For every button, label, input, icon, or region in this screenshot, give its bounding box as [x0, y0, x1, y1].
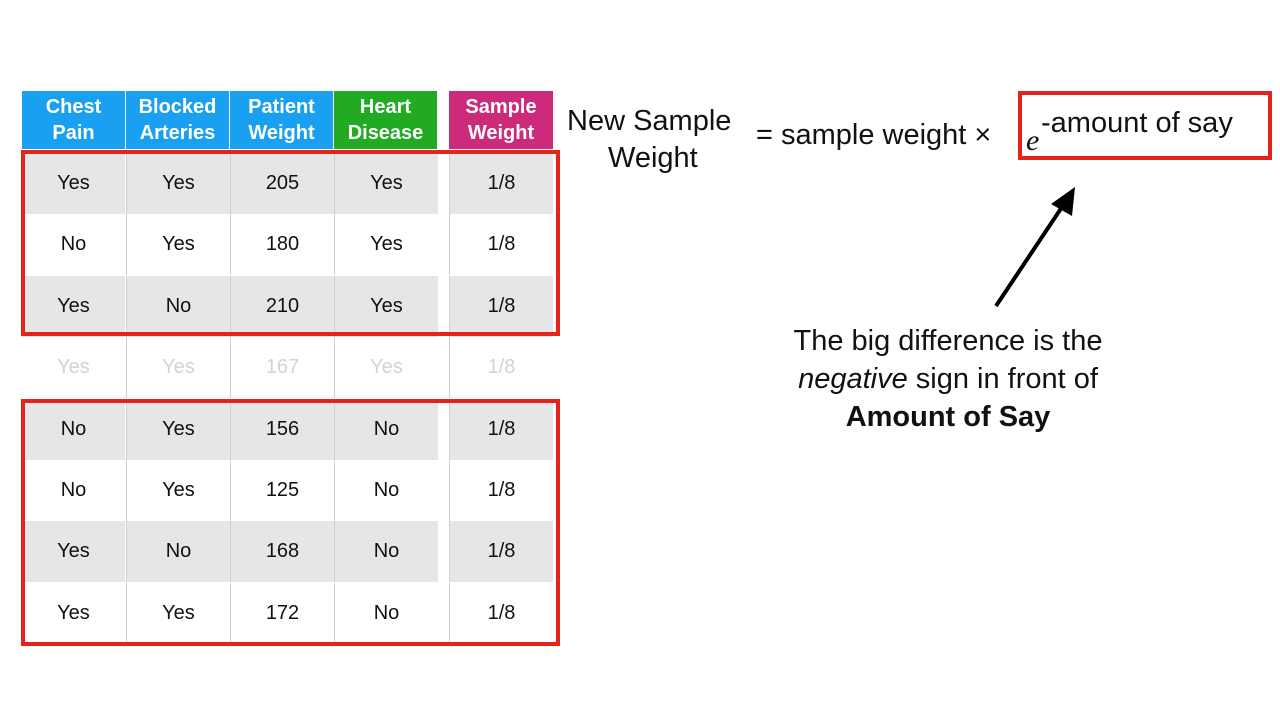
table-cell: No [334, 582, 438, 644]
note-emphasis: negative [798, 363, 908, 395]
table-cell: 1/8 [449, 398, 553, 460]
table-cell: 1/8 [449, 275, 553, 337]
header-heart-disease: Heart Disease [334, 91, 437, 149]
header-blocked-arteries: Blocked Arteries [126, 91, 229, 149]
table-cell: No [126, 521, 230, 583]
note-bold: Amount of Say [845, 401, 1051, 433]
table-cell: 1/8 [449, 337, 553, 399]
table-cell: Yes [126, 214, 230, 276]
table-cell: Yes [22, 337, 125, 399]
table-cell: 1/8 [449, 460, 553, 521]
table-cell: No [126, 275, 230, 337]
table-row: No Yes 156 No 1/8 [22, 398, 553, 460]
table-row-faded: Yes Yes 167 Yes 1/8 [22, 337, 553, 399]
table-cell: 168 [230, 521, 334, 583]
table-row: Yes No 168 No 1/8 [22, 521, 553, 583]
highlight-box-heart-disease-no [21, 399, 560, 646]
table-cell: 180 [230, 214, 334, 276]
table-cell: Yes [334, 337, 438, 399]
table-cell: Yes [334, 153, 438, 214]
table-cell: No [334, 521, 438, 583]
table-cell: Yes [22, 153, 125, 214]
table-cell: 1/8 [449, 582, 553, 644]
table-cell: 167 [230, 337, 334, 399]
table-cell: 172 [230, 582, 334, 644]
header-patient-weight: Patient Weight [230, 91, 333, 149]
header-chest-pain: Chest Pain [22, 91, 125, 149]
table-cell: Yes [126, 582, 230, 644]
explanation-note: The big difference is the negative sign … [760, 322, 1136, 436]
note-line2-rest: sign in front of [915, 363, 1098, 395]
header-sample-weight: Sample Weight [449, 91, 553, 149]
table-cell: 1/8 [449, 153, 553, 214]
formula-rhs: = sample weight × [756, 119, 992, 151]
table-cell: Yes [22, 275, 125, 337]
highlight-box-heart-disease-yes [21, 150, 560, 336]
formula-base-e: e [1026, 124, 1040, 157]
table-cell: 1/8 [449, 521, 553, 583]
table-cell: Yes [334, 214, 438, 276]
note-line2: negative sign in front of [760, 360, 1136, 398]
table-row: Yes No 210 Yes 1/8 [22, 275, 553, 337]
table-row: Yes Yes 172 No 1/8 [22, 582, 553, 644]
table-row: No Yes 180 Yes 1/8 [22, 214, 553, 276]
table-row: Yes Yes 205 Yes 1/8 [22, 153, 553, 214]
table-cell: No [22, 460, 125, 521]
table-cell: Yes [334, 275, 438, 337]
table-cell: No [22, 398, 125, 460]
formula-exponent: -amount of say [1041, 107, 1233, 139]
table-cell: 210 [230, 275, 334, 337]
formula-lhs-line2: Weight [608, 142, 698, 174]
table-cell: Yes [126, 398, 230, 460]
table-cell: 205 [230, 153, 334, 214]
table-cell: 125 [230, 460, 334, 521]
table-cell: No [334, 460, 438, 521]
table-cell: No [334, 398, 438, 460]
table-cell: Yes [126, 460, 230, 521]
table-cell: Yes [22, 582, 125, 644]
formula-lhs-line1: New Sample [567, 105, 732, 137]
table-row: No Yes 125 No 1/8 [22, 460, 553, 521]
table-cell: Yes [126, 337, 230, 399]
table-cell: Yes [126, 153, 230, 214]
table-cell: 1/8 [449, 214, 553, 276]
table-cell: Yes [22, 521, 125, 583]
highlight-box-exponent [1018, 91, 1272, 160]
table-cell: No [22, 214, 125, 276]
table-cell: 156 [230, 398, 334, 460]
note-line1: The big difference is the [793, 325, 1103, 357]
